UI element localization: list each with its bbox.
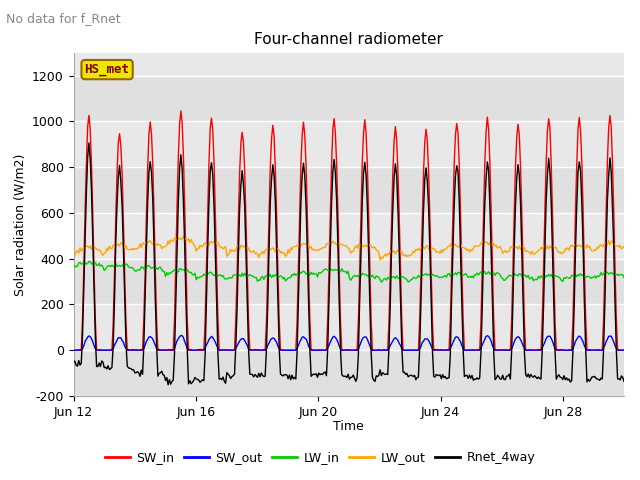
Text: HS_met: HS_met bbox=[84, 63, 130, 76]
Bar bbox=[74, 350, 624, 396]
Bar bbox=[74, 213, 624, 259]
X-axis label: Time: Time bbox=[333, 420, 364, 433]
Text: No data for f_Rnet: No data for f_Rnet bbox=[6, 12, 121, 25]
Bar bbox=[74, 259, 624, 304]
Title: Four-channel radiometer: Four-channel radiometer bbox=[254, 33, 444, 48]
Bar bbox=[74, 76, 624, 121]
Y-axis label: Solar radiation (W/m2): Solar radiation (W/m2) bbox=[13, 153, 26, 296]
Bar bbox=[74, 304, 624, 350]
Legend: SW_in, SW_out, LW_in, LW_out, Rnet_4way: SW_in, SW_out, LW_in, LW_out, Rnet_4way bbox=[100, 446, 540, 469]
Bar bbox=[74, 167, 624, 213]
Bar bbox=[74, 121, 624, 167]
